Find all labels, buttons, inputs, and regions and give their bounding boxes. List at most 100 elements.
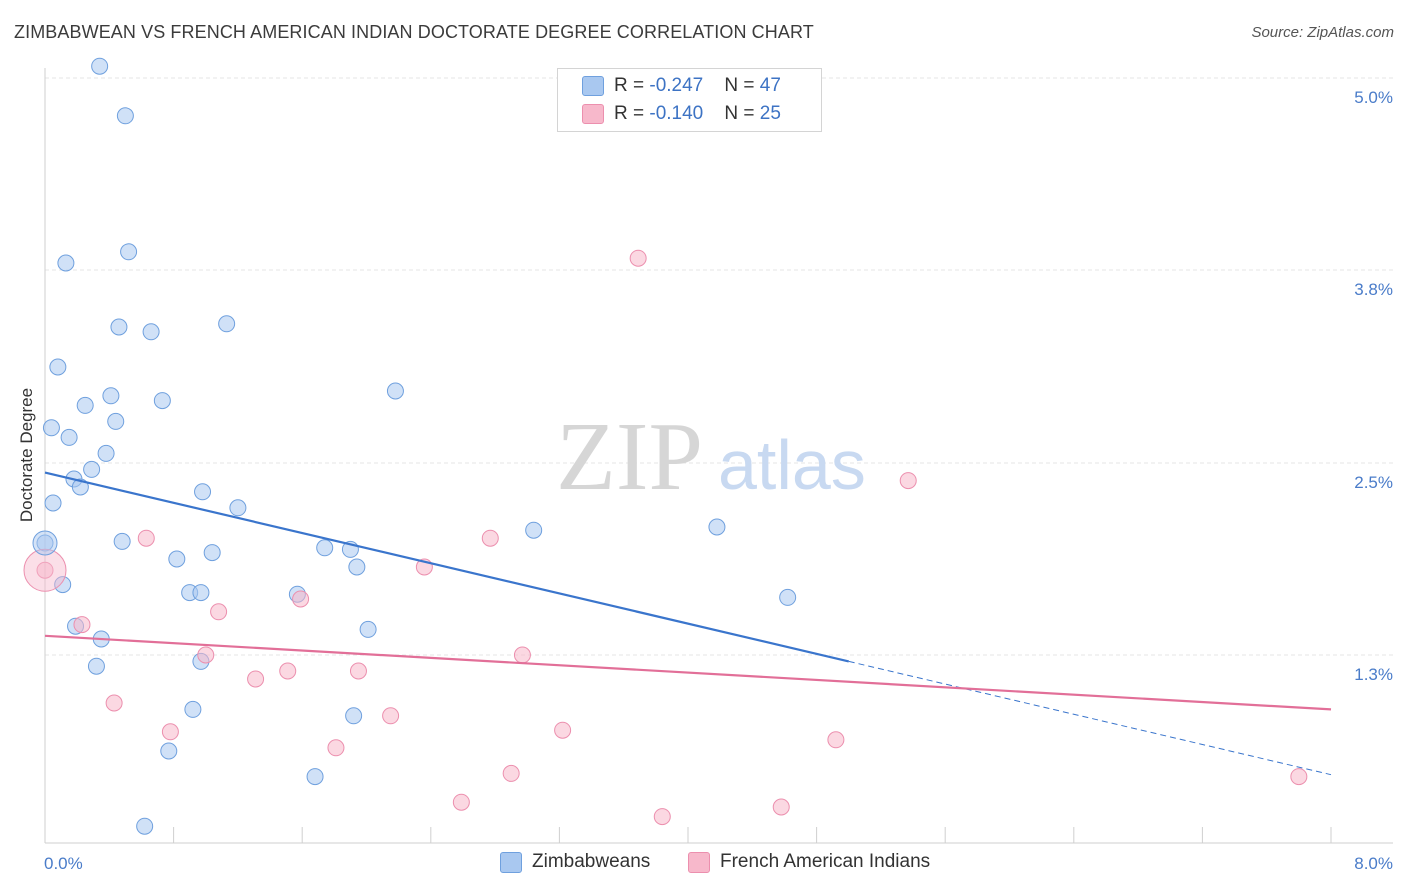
point-french-american-indians	[653, 808, 671, 826]
point-french-american-indians	[452, 793, 470, 811]
legend-n-label: N =	[724, 103, 760, 124]
axes	[44, 68, 1393, 844]
point-zimbabweans	[83, 460, 101, 478]
point-french-american-indians	[1290, 768, 1308, 786]
series-swatch-french-american-indians	[688, 851, 710, 873]
point-french-american-indians	[36, 561, 54, 579]
x-tick-label: 0.0%	[44, 854, 83, 873]
y-tick-label: 3.8%	[1354, 280, 1393, 299]
y-tick-label: 1.3%	[1354, 665, 1393, 684]
point-zimbabweans	[107, 412, 125, 430]
legend-text: R = -0.247 N = 47	[614, 75, 781, 97]
trend-lines	[44, 471, 1332, 776]
point-zimbabweans	[49, 358, 67, 376]
point-french-american-indians	[279, 662, 297, 680]
point-zimbabweans	[345, 707, 363, 725]
legend-swatch-french-american-indians	[582, 104, 604, 124]
point-french-american-indians	[827, 731, 845, 749]
point-french-american-indians	[513, 646, 531, 664]
point-french-american-indians	[629, 249, 647, 267]
point-french-american-indians	[292, 590, 310, 608]
point-zimbabweans	[218, 315, 236, 333]
series-legend-french-american-indians[interactable]: French American Indians	[688, 851, 930, 873]
legend-r-value: -0.247	[649, 75, 704, 96]
point-french-american-indians	[197, 646, 215, 664]
point-zimbabweans	[116, 107, 134, 125]
point-zimbabweans	[229, 499, 247, 517]
point-zimbabweans	[91, 57, 109, 75]
point-french-american-indians	[161, 723, 179, 741]
point-zimbabweans	[97, 444, 115, 462]
point-zimbabweans	[306, 768, 324, 786]
point-zimbabweans	[160, 742, 178, 760]
point-french-american-indians	[899, 472, 917, 490]
legend-n-label: N =	[724, 75, 760, 96]
point-zimbabweans	[348, 558, 366, 576]
trend-line-zimbabweans	[44, 471, 850, 663]
x-tick-label: 8.0%	[1354, 854, 1393, 873]
point-zimbabweans	[779, 588, 797, 606]
point-french-american-indians	[73, 616, 91, 634]
point-french-american-indians	[502, 764, 520, 782]
point-french-american-indians	[247, 670, 265, 688]
point-zimbabweans	[525, 521, 543, 539]
point-french-american-indians	[210, 603, 228, 621]
series-swatch-zimbabweans	[500, 851, 522, 873]
point-zimbabweans	[102, 387, 120, 405]
legend-row-zimbabweans: R = -0.247 N = 47	[582, 74, 781, 98]
point-zimbabweans	[168, 550, 186, 568]
point-french-american-indians	[327, 739, 345, 757]
point-zimbabweans	[120, 243, 138, 261]
point-french-american-indians	[554, 721, 572, 739]
gridlines	[45, 77, 1393, 656]
point-zimbabweans	[153, 392, 171, 410]
watermark-atlas: atlas	[718, 426, 866, 504]
y-tick-label: 5.0%	[1354, 88, 1393, 107]
point-zimbabweans	[203, 544, 221, 562]
point-zimbabweans	[113, 532, 131, 550]
stats-legend: R = -0.247 N = 47 R = -0.140 N = 25	[557, 68, 822, 132]
point-french-american-indians	[481, 529, 499, 547]
point-zimbabweans	[194, 483, 212, 501]
point-zimbabweans	[192, 584, 210, 602]
legend-text: R = -0.140 N = 25	[614, 103, 781, 125]
legend-r-label: R =	[614, 103, 650, 124]
point-zimbabweans	[136, 817, 154, 835]
point-cluster-zimbabweans	[32, 530, 58, 556]
series-label-french-american-indians: French American Indians	[720, 851, 931, 872]
point-zimbabweans	[184, 700, 202, 718]
point-zimbabweans	[44, 494, 62, 512]
watermark: ZIP atlas	[556, 403, 866, 511]
point-french-american-indians	[772, 798, 790, 816]
source-label: Source: ZipAtlas.com	[1251, 24, 1394, 41]
point-zimbabweans	[60, 428, 78, 446]
point-zimbabweans	[110, 318, 128, 336]
legend-swatch-zimbabweans	[582, 76, 604, 96]
point-french-american-indians	[382, 707, 400, 725]
point-zimbabweans	[142, 323, 160, 341]
trend-line-zimbabweans-extension	[848, 660, 1332, 776]
point-zimbabweans	[386, 382, 404, 400]
tick-labels: 1.3% 2.5% 3.8% 5.0% 0.0% 8.0%	[44, 88, 1393, 873]
point-french-american-indians	[349, 662, 367, 680]
chart-title: ZIMBABWEAN VS FRENCH AMERICAN INDIAN DOC…	[14, 22, 814, 42]
legend-row-french-american-indians: R = -0.140 N = 25	[582, 102, 781, 126]
data-points	[23, 57, 1308, 835]
legend-r-value: -0.140	[649, 103, 704, 124]
point-zimbabweans	[57, 254, 75, 272]
point-french-american-indians	[105, 694, 123, 712]
legend-r-label: R =	[614, 75, 650, 96]
point-zimbabweans	[71, 478, 89, 496]
point-zimbabweans	[42, 419, 60, 437]
series-label-zimbabweans: Zimbabweans	[532, 851, 651, 872]
series-legend-zimbabweans[interactable]: Zimbabweans	[500, 851, 650, 873]
legend-n-value: 47	[759, 75, 781, 96]
trend-line-french-american-indians	[44, 634, 1332, 711]
watermark-zip: ZIP	[556, 403, 703, 511]
point-zimbabweans	[316, 539, 334, 557]
point-zimbabweans	[54, 576, 72, 594]
point-zimbabweans	[76, 396, 94, 414]
series-legend: Zimbabweans French American Indians	[0, 851, 1406, 877]
point-zimbabweans	[708, 518, 726, 536]
